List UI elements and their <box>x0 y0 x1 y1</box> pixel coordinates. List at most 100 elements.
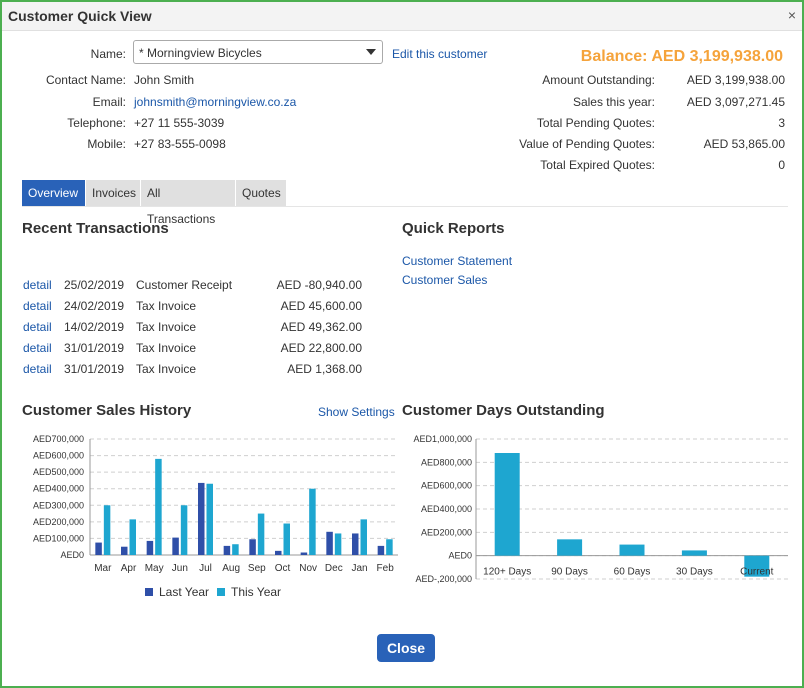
x-tick-label: Aug <box>222 563 240 574</box>
summary-value: 3 <box>778 116 785 130</box>
bar-this-year <box>360 519 367 555</box>
y-tick-label: AED200,000 <box>33 517 84 527</box>
summary-value: AED 3,199,938.00 <box>686 73 785 87</box>
detail-link[interactable]: detail <box>23 299 52 313</box>
bar-this-year <box>180 505 188 555</box>
tab-overview[interactable]: Overview <box>22 180 85 206</box>
summary-label: Total Expired Quotes: <box>540 158 655 172</box>
x-tick-label: Mar <box>94 563 112 574</box>
bar-last-year <box>146 540 154 555</box>
y-tick-label: AED800,000 <box>421 457 472 467</box>
tab-divider <box>22 206 788 207</box>
y-tick-label: AED200,000 <box>421 527 472 537</box>
mobile-label: Mobile: <box>87 137 126 151</box>
tab-invoices[interactable]: Invoices <box>86 180 140 206</box>
bar-last-year <box>95 542 102 555</box>
transaction-amount: AED 1,368.00 <box>287 362 362 376</box>
customer-statement-link[interactable]: Customer Statement <box>402 254 513 268</box>
x-tick-label: Feb <box>377 563 395 574</box>
bar-days-outstanding <box>494 453 520 556</box>
telephone-label: Telephone: <box>67 116 126 130</box>
email-link[interactable]: johnsmith@morningview.co.za <box>134 95 297 109</box>
y-tick-label: AED0 <box>448 551 472 561</box>
contact-name-value: John Smith <box>134 73 195 87</box>
y-tick-label: AED400,000 <box>421 504 472 514</box>
x-tick-label: Current <box>740 567 774 578</box>
close-button[interactable]: Close <box>377 634 435 662</box>
x-tick-label: Jul <box>199 563 212 574</box>
y-tick-label: AED1,000,000 <box>413 434 472 444</box>
title-bar: Customer Quick View × <box>2 2 802 31</box>
bar-days-outstanding <box>557 539 583 556</box>
legend-swatch <box>217 588 225 596</box>
detail-link[interactable]: detail <box>23 362 52 376</box>
summary-label: Value of Pending Quotes: <box>519 137 655 151</box>
email-label: Email: <box>92 95 126 109</box>
x-tick-label: May <box>145 563 164 574</box>
sales-history-chart: AED0 AED100,000 AED200,000 AED300,000 AED400… <box>33 434 398 599</box>
bar-last-year <box>172 537 179 555</box>
bar-days-outstanding <box>744 555 770 577</box>
bar-this-year <box>232 544 239 555</box>
days-outstanding-title: Customer Days Outstanding <box>402 402 605 419</box>
tab-quotes[interactable]: Quotes <box>236 180 286 206</box>
tab-all-transactions[interactable]: All Transactions <box>141 180 235 226</box>
bar-last-year <box>223 545 231 555</box>
legend-label: This Year <box>231 585 281 599</box>
transaction-type: Tax Invoice <box>136 299 197 313</box>
customer-sales-link[interactable]: Customer Sales <box>402 273 488 287</box>
x-tick-label: Oct <box>275 563 291 574</box>
contact-name-label: Contact Name: <box>45 73 126 87</box>
transaction-type: Customer Receipt <box>136 278 233 292</box>
transaction-date: 14/02/2019 <box>64 320 125 334</box>
bar-this-year <box>155 458 162 555</box>
name-label: Name: <box>90 47 126 61</box>
transaction-amount: AED 49,362.00 <box>280 320 362 334</box>
customer-select[interactable]: * Morningview Bicycles <box>133 40 383 64</box>
transaction-amount: AED 22,800.00 <box>280 341 362 355</box>
bar-days-outstanding <box>681 550 707 556</box>
bar-this-year <box>334 533 342 555</box>
show-settings-link[interactable]: Show Settings <box>318 405 395 419</box>
y-tick-label: AED100,000 <box>33 533 84 543</box>
days-outstanding-chart: AED-,200,000 AED0 AED200,000 AED400,000 AED6… <box>413 434 788 584</box>
x-tick-label: Jun <box>172 563 188 574</box>
y-tick-label: AED600,000 <box>33 451 84 461</box>
detail-link[interactable]: detail <box>23 278 52 292</box>
transaction-amount: AED -80,940.00 <box>276 278 362 292</box>
summary-value: AED 3,097,271.45 <box>686 95 785 109</box>
bar-this-year <box>129 519 136 555</box>
x-tick-label: Nov <box>299 563 317 574</box>
balance-amount: Balance: AED 3,199,938.00 <box>580 48 783 65</box>
bar-last-year <box>198 482 205 555</box>
bar-last-year <box>249 539 256 555</box>
summary-label: Amount Outstanding: <box>542 73 655 87</box>
x-tick-label: Apr <box>121 563 137 574</box>
transaction-type: Tax Invoice <box>136 320 197 334</box>
x-tick-label: Jan <box>351 563 367 574</box>
recent-transactions-title: Recent Transactions <box>22 220 169 237</box>
close-icon[interactable]: × <box>787 7 796 23</box>
x-tick-label: 90 Days <box>551 567 588 578</box>
transaction-amount: AED 45,600.00 <box>280 299 362 313</box>
edit-customer-link[interactable]: Edit this customer <box>392 47 488 61</box>
detail-link[interactable]: detail <box>23 341 52 355</box>
bar-this-year <box>309 488 316 555</box>
detail-link[interactable]: detail <box>23 320 52 334</box>
bar-last-year <box>121 546 128 555</box>
summary-value: AED 53,865.00 <box>703 137 785 151</box>
summary-value: 0 <box>778 158 785 172</box>
bar-days-outstanding <box>619 544 645 556</box>
x-tick-label: Dec <box>325 563 343 574</box>
bar-last-year <box>275 550 282 555</box>
bar-last-year <box>377 545 385 555</box>
transaction-date: 31/01/2019 <box>64 362 125 376</box>
y-tick-label: AED0 <box>60 550 84 560</box>
bar-last-year <box>352 533 359 555</box>
legend-swatch <box>145 588 153 596</box>
summary-label: Total Pending Quotes: <box>536 116 655 130</box>
y-tick-label: AED400,000 <box>33 484 84 494</box>
y-tick-label: AED-,200,000 <box>415 574 472 584</box>
mobile-value: +27 83-555-0098 <box>134 137 226 151</box>
